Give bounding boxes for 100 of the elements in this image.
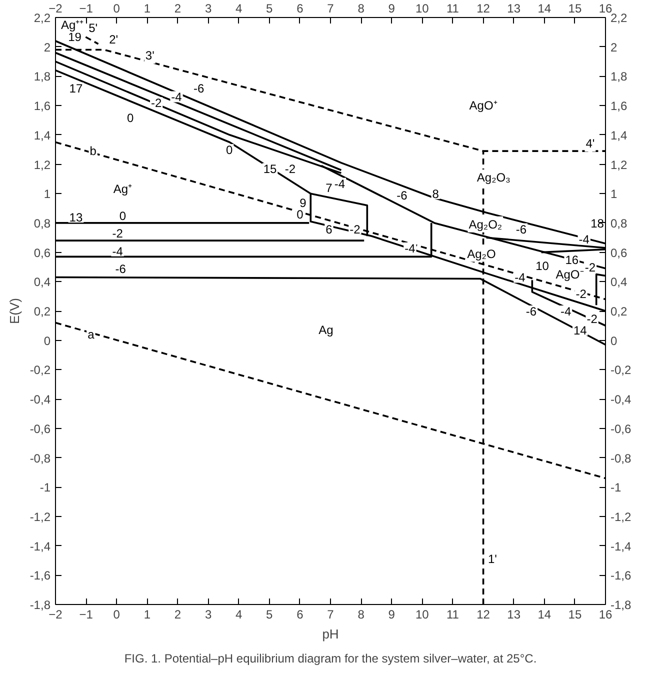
y2-tick-label: 2,2 bbox=[610, 11, 628, 25]
annotation: 0 bbox=[127, 110, 134, 125]
x2-tick-label: 6 bbox=[296, 608, 304, 622]
x-tick-label: 13 bbox=[507, 2, 521, 16]
x-tick-label: 1 bbox=[144, 2, 151, 16]
y-tick-label: 0,8 bbox=[34, 216, 51, 230]
x2-tick-label: 1 bbox=[144, 608, 151, 622]
x2-tick-label: 8 bbox=[358, 608, 365, 622]
annotation: Ag₂O bbox=[467, 246, 496, 261]
annotation: 16 bbox=[565, 253, 579, 268]
annotation: -2 bbox=[350, 222, 361, 236]
annotation: -4 bbox=[334, 176, 346, 191]
y-tick-label: 2 bbox=[44, 40, 51, 54]
x-tick-label: 8 bbox=[358, 2, 365, 16]
x-tick-label: −1 bbox=[79, 2, 94, 16]
x-tick-label: 11 bbox=[446, 2, 460, 16]
annotation: -6 bbox=[193, 81, 204, 96]
y-tick-label: -0,6 bbox=[30, 422, 51, 436]
x2-tick-label: 15 bbox=[568, 608, 582, 622]
annotation: b bbox=[90, 144, 97, 158]
caption: FIG. 1. Potential–pH equilibrium diagram for the system silver–water, at 25°C. bbox=[124, 652, 537, 666]
y-tick-label: 0,6 bbox=[34, 246, 51, 260]
y2-tick-label: 1,6 bbox=[610, 99, 628, 114]
annotation: 7 bbox=[326, 181, 333, 196]
annotation: 0 bbox=[119, 209, 126, 224]
y2-tick-label: 1,8 bbox=[610, 70, 628, 84]
y2-tick-label: 0,6 bbox=[610, 246, 628, 260]
annotation: 9 bbox=[300, 196, 307, 210]
y2-tick-label: -0,8 bbox=[610, 451, 632, 466]
x2-tick-label: 12 bbox=[476, 608, 490, 622]
annotation: 1' bbox=[488, 552, 497, 566]
annotation: Ag₂O₂ bbox=[468, 217, 502, 232]
x2-tick-label: 7 bbox=[327, 608, 334, 622]
y-tick-label: 1,4 bbox=[34, 128, 51, 142]
y-axis-title: E(V) bbox=[6, 298, 22, 324]
x-tick-label: 15 bbox=[568, 2, 582, 16]
annotation: -2 bbox=[584, 260, 596, 274]
annotation: -6 bbox=[396, 188, 408, 203]
x-tick-label: −2 bbox=[48, 2, 63, 16]
annotation: 0 bbox=[226, 143, 234, 158]
x-tick-label: 2 bbox=[174, 2, 182, 16]
x-tick-label: 3 bbox=[204, 2, 212, 16]
x2-tick-label: 4 bbox=[235, 608, 242, 622]
x-tick-label: 14 bbox=[538, 2, 552, 16]
annotation: 13 bbox=[69, 210, 83, 225]
y-tick-label: -1,2 bbox=[30, 510, 51, 524]
y-tick-label: -1,6 bbox=[30, 568, 51, 583]
x-tick-label: 4 bbox=[235, 2, 242, 16]
annotation: -2 bbox=[151, 96, 162, 110]
x-tick-label: 5 bbox=[266, 2, 274, 16]
x-tick-label: 7 bbox=[327, 2, 334, 16]
y2-tick-label: -1,2 bbox=[610, 510, 632, 524]
x-tick-label: 10 bbox=[415, 2, 430, 16]
x-tick-label: 12 bbox=[476, 2, 490, 16]
annotation: 14 bbox=[573, 324, 588, 338]
annotation: -4 bbox=[112, 244, 124, 258]
annotation: Ag⁺⁺ bbox=[60, 18, 84, 32]
y2-tick-label: -0,6 bbox=[610, 422, 632, 436]
annotation: 3' bbox=[145, 48, 154, 63]
annotation: 8 bbox=[432, 187, 440, 202]
y-tick-label: -1,8 bbox=[30, 598, 51, 612]
annotation: 15 bbox=[263, 162, 277, 176]
y2-tick-label: 1 bbox=[610, 187, 618, 202]
x2-tick-label: 3 bbox=[204, 608, 212, 622]
y-tick-label: -1 bbox=[40, 480, 51, 495]
annotation: 5' bbox=[88, 20, 98, 35]
y2-tick-label: -1 bbox=[610, 480, 622, 495]
annotation: 10 bbox=[536, 259, 550, 274]
x-tick-label: 9 bbox=[388, 2, 396, 16]
x2-tick-label: 14 bbox=[538, 608, 552, 622]
x-axis-title: pH bbox=[322, 626, 339, 642]
annotation: -6 bbox=[115, 262, 126, 276]
y-tick-label: -1,4 bbox=[30, 539, 51, 554]
annotation: Ag₂O₃ bbox=[476, 170, 511, 184]
annotation: 4' bbox=[586, 136, 595, 151]
annotation: 17 bbox=[69, 81, 83, 96]
y2-tick-label: 1,2 bbox=[610, 158, 628, 172]
annotation: -4 bbox=[404, 241, 416, 256]
x2-tick-label: −2 bbox=[48, 608, 63, 622]
y-tick-label: 1,6 bbox=[34, 99, 51, 114]
x-tick-label: 16 bbox=[598, 2, 612, 16]
y2-tick-label: -1,4 bbox=[610, 539, 632, 554]
y2-tick-label: 0 bbox=[610, 334, 618, 348]
x-tick-label: 6 bbox=[296, 2, 304, 16]
y-tick-label: 1 bbox=[44, 187, 51, 202]
x2-tick-label: 16 bbox=[598, 608, 612, 622]
annotation: 0 bbox=[296, 208, 304, 222]
annotation: -2 bbox=[586, 312, 598, 326]
annotation: -2 bbox=[112, 226, 124, 241]
y2-tick-label: 0,2 bbox=[610, 304, 628, 318]
x-tick-label: 0 bbox=[113, 2, 120, 16]
y-tick-label: 2,2 bbox=[34, 11, 51, 25]
annotation: a bbox=[88, 327, 95, 342]
y-tick-label: -0,2 bbox=[30, 363, 51, 378]
x2-tick-label: 2 bbox=[174, 608, 182, 622]
x2-tick-label: 9 bbox=[388, 608, 396, 622]
y-tick-label: 1,2 bbox=[34, 158, 51, 172]
y2-tick-label: -1,8 bbox=[610, 598, 632, 612]
annotation: 2' bbox=[109, 32, 118, 47]
y2-tick-label: -0,4 bbox=[610, 392, 632, 407]
